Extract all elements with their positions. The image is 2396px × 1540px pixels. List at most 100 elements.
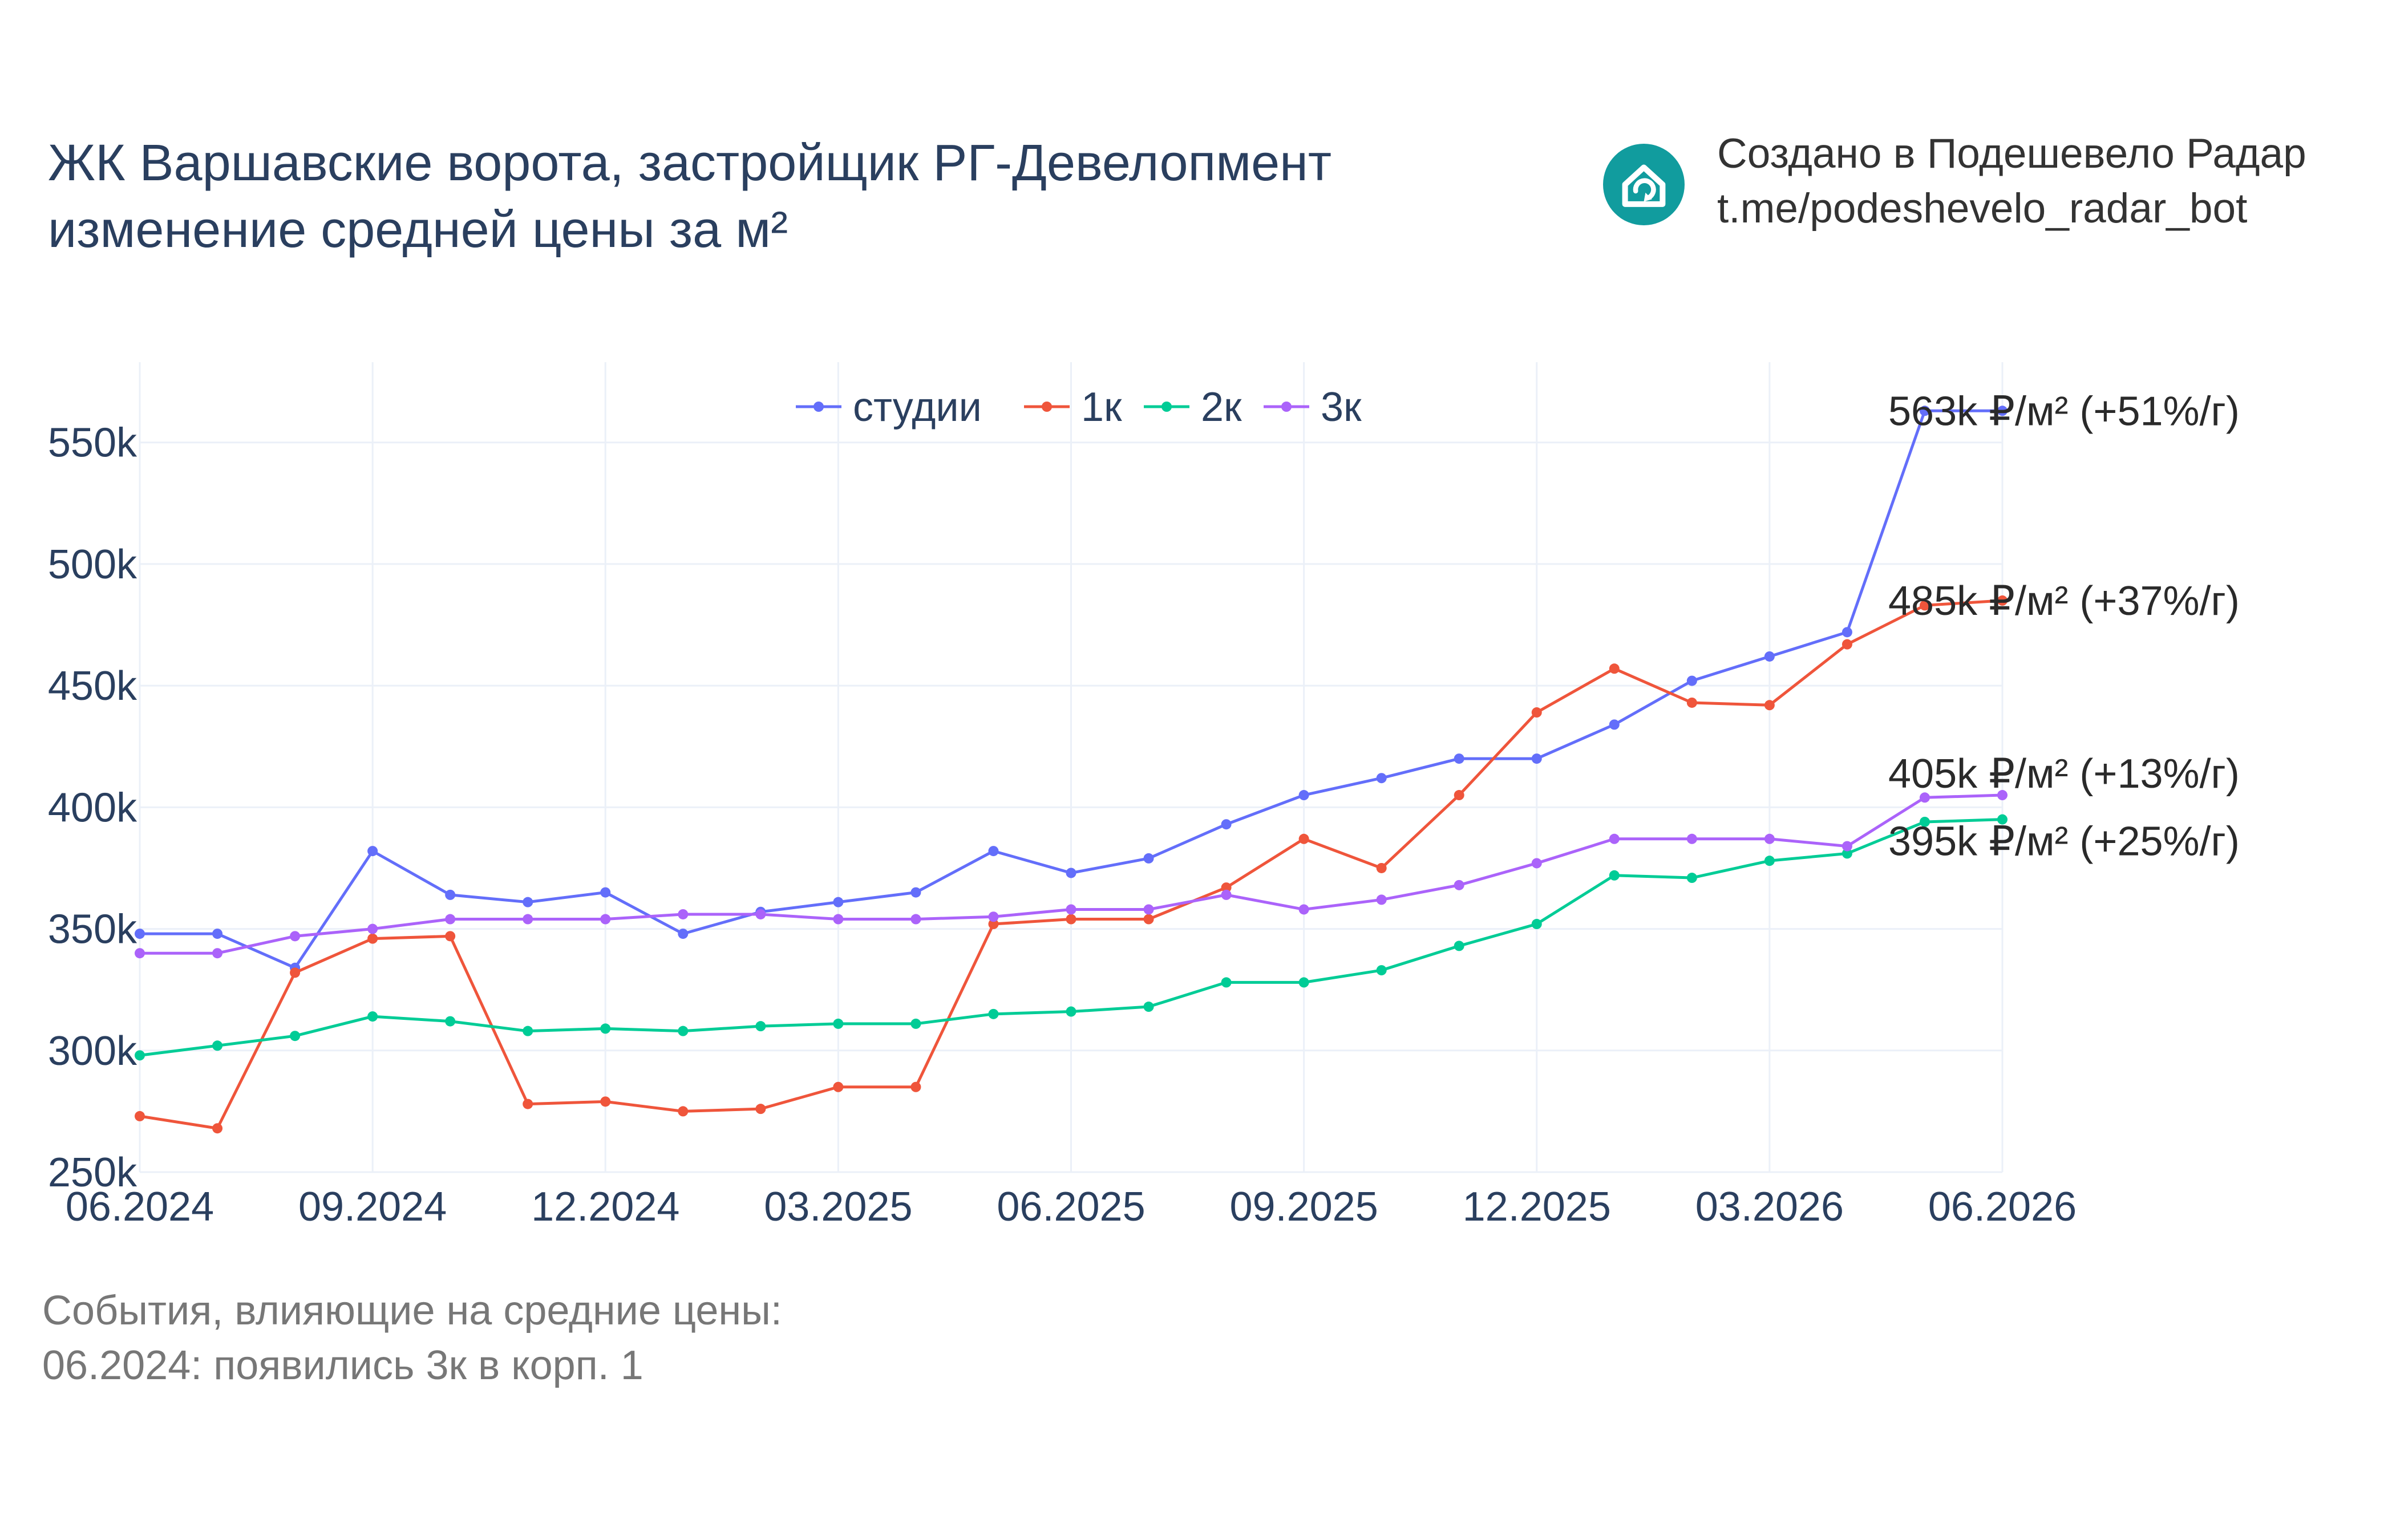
data-point <box>600 1096 611 1107</box>
data-point <box>1143 853 1154 864</box>
data-point <box>1764 651 1775 662</box>
data-point <box>1997 406 2008 416</box>
y-tick-label: 500k <box>48 542 137 587</box>
data-point <box>1376 965 1387 976</box>
series-end-label: 485k ₽/м² (+37%/г) <box>1888 578 2240 624</box>
legend-marker <box>1281 402 1292 412</box>
x-tick-label: 12.2025 <box>1463 1184 1611 1230</box>
data-point <box>833 897 844 907</box>
data-point <box>1454 941 1464 951</box>
data-point <box>1686 697 1697 708</box>
data-point <box>367 933 378 944</box>
event-item: 06.2024: появились 3к в корп. 1 <box>42 1343 643 1388</box>
data-point <box>445 889 456 900</box>
data-point <box>1919 792 1930 803</box>
series-end-label: 405k ₽/м² (+13%/г) <box>1888 751 2240 797</box>
data-point <box>755 909 766 919</box>
legend-label: 2к <box>1201 384 1242 430</box>
data-point <box>1919 406 1930 416</box>
data-point <box>135 1050 145 1061</box>
data-point <box>1609 870 1620 881</box>
data-point <box>135 948 145 959</box>
data-point <box>1221 882 1232 893</box>
data-point <box>212 1123 223 1134</box>
data-point <box>1143 904 1154 915</box>
data-point <box>1066 1006 1076 1017</box>
x-tick-label: 06.2025 <box>997 1184 1145 1230</box>
data-point <box>678 909 689 919</box>
y-tick-label: 450k <box>48 663 137 709</box>
data-point <box>678 1106 689 1117</box>
data-point <box>600 887 611 898</box>
data-point <box>135 1111 145 1121</box>
legend-marker <box>813 402 824 412</box>
data-point <box>212 948 223 959</box>
x-tick-label: 06.2024 <box>66 1184 214 1230</box>
data-point <box>212 1040 223 1051</box>
data-point <box>1997 790 2008 801</box>
events-heading: События, влияющие на средние цены: <box>42 1288 782 1334</box>
x-tick-label: 09.2024 <box>298 1184 447 1230</box>
data-point <box>1143 1002 1154 1012</box>
data-point <box>135 929 145 939</box>
credit-name: Создано в Подешевело Радар <box>1717 131 2306 177</box>
data-point <box>910 914 921 925</box>
data-point <box>755 1104 766 1115</box>
data-point <box>1841 639 1852 650</box>
data-point <box>1997 595 2008 606</box>
data-point <box>1764 700 1775 711</box>
data-point <box>1221 889 1232 900</box>
data-point <box>1531 707 1542 718</box>
data-point <box>1298 833 1309 844</box>
data-point <box>600 1023 611 1034</box>
data-point <box>290 931 301 942</box>
legend-marker <box>1161 402 1172 412</box>
data-point <box>678 1026 689 1036</box>
data-point <box>1376 862 1387 873</box>
data-point <box>1298 904 1309 915</box>
data-point <box>1686 873 1697 884</box>
data-point <box>600 914 611 925</box>
data-point <box>1454 790 1464 801</box>
legend-label: 1к <box>1081 384 1122 430</box>
data-point <box>1609 833 1620 844</box>
title-line-2: изменение средней цены за м² <box>48 201 788 258</box>
data-point <box>1143 914 1154 925</box>
data-point <box>445 1016 456 1027</box>
credit-link[interactable]: t.me/podeshevelo_radar_bot <box>1717 185 2248 232</box>
data-point <box>290 967 301 978</box>
data-point <box>1066 914 1076 925</box>
data-point <box>1531 919 1542 930</box>
data-point <box>1298 977 1309 988</box>
x-tick-label: 12.2024 <box>531 1184 679 1230</box>
data-point <box>833 914 844 925</box>
x-tick-label: 06.2026 <box>1928 1184 2077 1230</box>
data-point <box>1841 627 1852 638</box>
data-point <box>1531 753 1542 764</box>
data-point <box>523 1099 533 1109</box>
data-point <box>523 914 533 925</box>
chart-title: ЖК Варшавские ворота, застройщик РГ-Деве… <box>48 130 1331 264</box>
data-point <box>910 1018 921 1029</box>
data-point <box>1221 977 1232 988</box>
data-point <box>445 914 456 925</box>
data-point <box>1919 600 1930 611</box>
data-point <box>988 911 999 922</box>
data-point <box>1686 675 1697 686</box>
data-point <box>988 846 999 857</box>
legend-label: студии <box>853 384 982 430</box>
data-point <box>1609 719 1620 730</box>
data-point <box>1066 904 1076 915</box>
data-point <box>523 1026 533 1036</box>
data-point <box>1454 753 1464 764</box>
series-end-label: 563k ₽/м² (+51%/г) <box>1888 388 2240 434</box>
data-point <box>290 1031 301 1041</box>
y-tick-label: 350k <box>48 907 137 953</box>
series-end-label: 395k ₽/м² (+25%/г) <box>1888 819 2240 865</box>
x-tick-label: 03.2025 <box>764 1184 912 1230</box>
title-line-1: ЖК Варшавские ворота, застройщик РГ-Деве… <box>48 135 1332 192</box>
events-note: События, влияющие на средние цены: 06.20… <box>42 1283 782 1393</box>
data-point <box>1841 848 1852 859</box>
data-point <box>833 1018 844 1029</box>
